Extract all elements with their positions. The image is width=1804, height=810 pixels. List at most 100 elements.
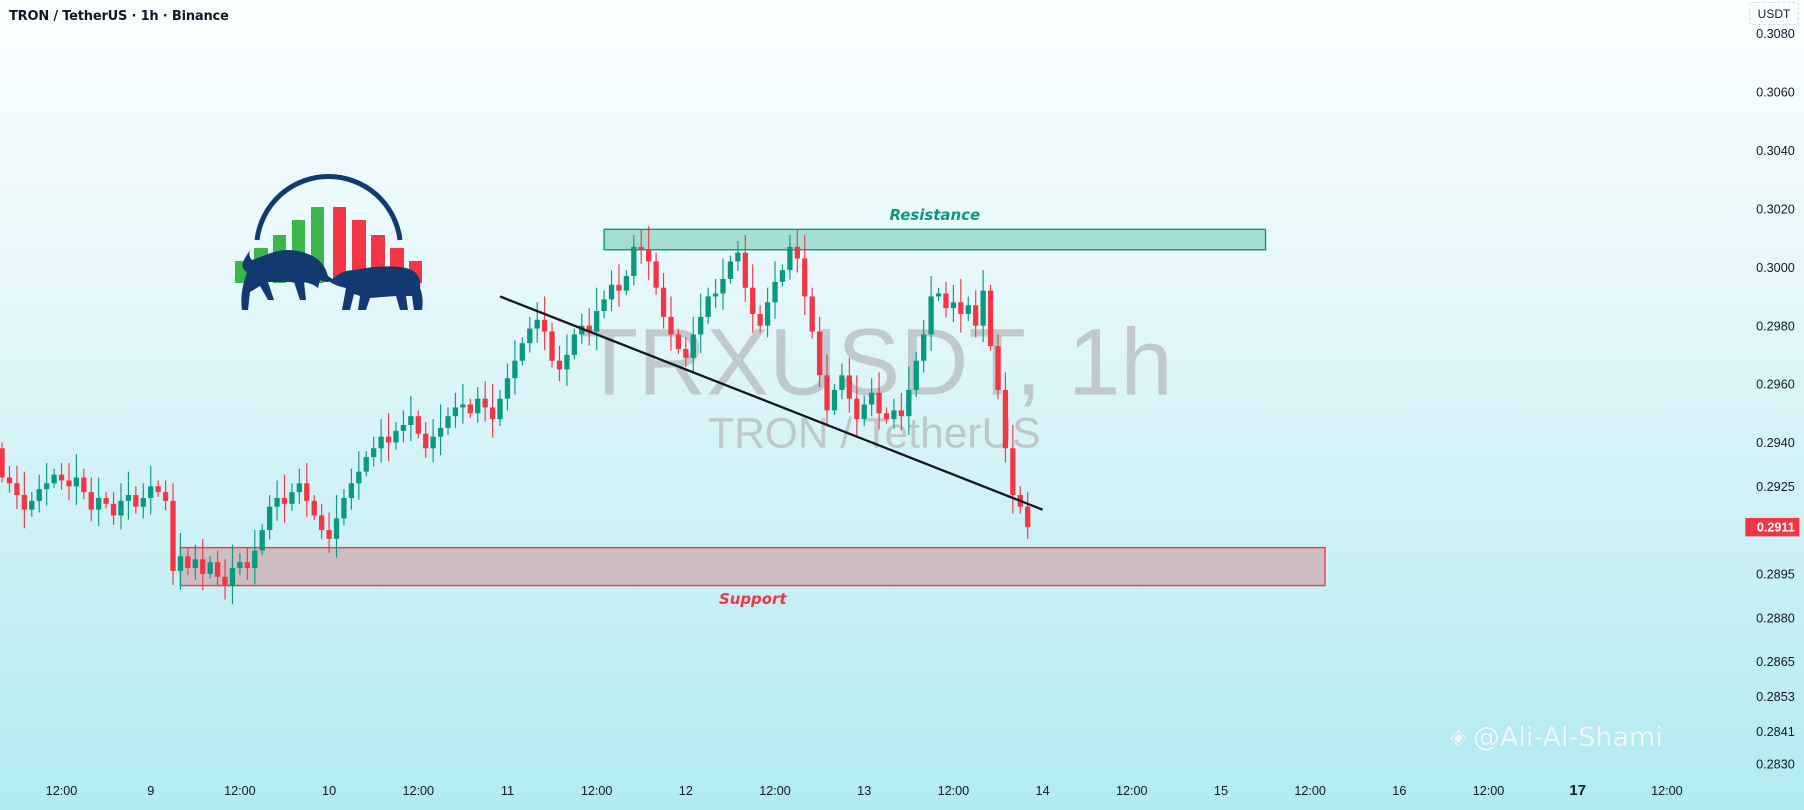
candle (393, 422, 399, 450)
candle (423, 422, 429, 458)
candle-body (393, 430, 399, 443)
candle (497, 389, 503, 427)
candle-body (125, 495, 132, 501)
candle (683, 337, 689, 368)
time-tick-label: 10 (322, 784, 336, 798)
candle-body (319, 515, 325, 531)
candle-body (794, 246, 800, 259)
candle-body (378, 436, 384, 449)
candle (594, 287, 600, 351)
candle-body (326, 530, 332, 539)
candle-body (252, 550, 258, 569)
candle (735, 240, 741, 271)
candle (482, 381, 488, 422)
candle (281, 474, 288, 523)
candle (534, 302, 540, 343)
candle-body (259, 530, 265, 551)
candle-body (162, 492, 169, 501)
candle-body (779, 270, 786, 282)
time-tick-label: 12:00 (402, 784, 434, 798)
currency-button[interactable]: USDT (1749, 2, 1799, 25)
time-tick-label: 12:00 (759, 784, 791, 798)
time-tick-label: 9 (147, 784, 154, 798)
candle-body (720, 278, 726, 294)
candle (913, 351, 919, 397)
candle (869, 378, 875, 417)
candle-body (809, 296, 815, 332)
author-name: @Ali-Al-Shami (1472, 722, 1663, 753)
candle-body (943, 293, 949, 309)
candle (504, 363, 511, 411)
candle (430, 419, 436, 463)
candle-body (891, 410, 897, 420)
candle-body (690, 334, 696, 358)
candle (58, 462, 65, 490)
candle-body (869, 392, 875, 405)
candle (839, 363, 845, 400)
candle-body (296, 483, 303, 493)
candle (110, 492, 117, 525)
candle (437, 404, 444, 456)
candle (987, 284, 994, 351)
candle (876, 372, 882, 430)
candle-body (653, 261, 659, 288)
price-tick-label: 0.2865 (1756, 655, 1795, 669)
candle (921, 319, 927, 373)
candle (846, 357, 852, 413)
candle-body (764, 302, 771, 326)
price-axis[interactable]: 0.3080 0.3060 0.3040 0.3020 0.3000 0.2980 0.29… (1745, 27, 1800, 771)
candle (445, 407, 451, 435)
candle (943, 281, 949, 318)
candle-body (824, 375, 830, 411)
candle-body (735, 252, 741, 262)
candle-body (244, 562, 250, 569)
candle (333, 495, 340, 558)
candle (816, 316, 823, 387)
candle-body (854, 398, 860, 420)
candle (200, 538, 206, 591)
candle-body (6, 477, 13, 484)
time-axis[interactable]: 12:00 9 12:00 10 12:00 11 12:00 12 12:00 13 12:00 1… (46, 782, 1683, 799)
resistance-zone (603, 228, 1267, 251)
candle-body (631, 246, 637, 277)
candle (660, 273, 667, 329)
candle-body (928, 296, 934, 335)
candle (475, 386, 481, 423)
price-tick-label: 0.2880 (1756, 611, 1795, 625)
time-tick-label: 12:00 (1116, 784, 1148, 798)
price-tick-label: 0.2940 (1756, 436, 1795, 450)
candle-body (423, 433, 429, 449)
candle-body (44, 483, 50, 490)
candle (21, 471, 28, 529)
candle-body (222, 576, 228, 586)
candle (779, 264, 786, 287)
candle-body (876, 392, 882, 414)
candle-body (973, 305, 979, 326)
candle (148, 465, 154, 515)
candle-body (155, 486, 161, 493)
candle (408, 395, 414, 442)
price-tick-label: 0.3020 (1756, 202, 1795, 216)
candle-body (460, 404, 466, 408)
price-tick-label: 0.2960 (1756, 378, 1795, 392)
time-tick-label: 17 (1569, 782, 1586, 799)
candle (489, 384, 496, 438)
price-tick-label: 0.2830 (1756, 757, 1795, 771)
candle-body (311, 500, 317, 516)
candle-body (36, 489, 42, 501)
candle-body (683, 349, 689, 358)
candle (348, 468, 355, 510)
candle (222, 559, 228, 600)
candle (527, 316, 533, 353)
candle (646, 226, 652, 281)
candle-body (534, 319, 540, 329)
candle (162, 480, 169, 511)
bull-icon (241, 250, 334, 310)
price-tick-label: 0.3000 (1756, 261, 1795, 275)
trendline (499, 295, 1044, 511)
candle (824, 354, 830, 427)
candle (326, 512, 332, 553)
candle-body (214, 562, 221, 577)
candle-body (266, 506, 273, 531)
